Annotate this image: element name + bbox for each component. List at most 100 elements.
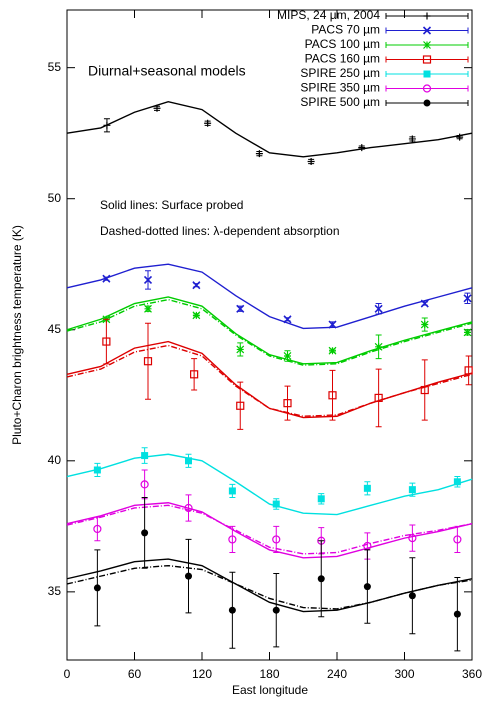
- marker: [422, 84, 432, 93]
- marker: [236, 345, 245, 354]
- model-line: [66, 504, 473, 555]
- marker: [453, 478, 461, 486]
- x-tick-label: 360: [462, 667, 482, 681]
- model-line: [66, 101, 473, 158]
- marker: [143, 357, 153, 366]
- marker: [374, 342, 383, 351]
- model-line: [66, 298, 473, 366]
- marker: [422, 26, 432, 35]
- marker: [190, 370, 199, 379]
- error-bar: [191, 358, 198, 391]
- legend-sample: [385, 56, 469, 63]
- marker: [423, 70, 431, 78]
- marker: [358, 144, 366, 152]
- marker: [423, 12, 431, 20]
- legend-label: SPIRE 500 µm: [300, 95, 380, 109]
- marker: [272, 606, 280, 614]
- marker: [185, 457, 192, 465]
- marker: [283, 399, 292, 408]
- y-tick-label: 35: [48, 584, 62, 598]
- error-bar: [94, 516, 101, 542]
- marker: [103, 121, 111, 129]
- marker: [420, 385, 429, 395]
- error-bar: [454, 525, 461, 554]
- marker: [185, 572, 192, 580]
- annotation: Dashed-dotted lines: λ-dependent absorpt…: [100, 224, 340, 238]
- marker: [317, 495, 325, 503]
- error-bar: [284, 385, 291, 421]
- x-tick-label: 0: [64, 667, 71, 681]
- error-bar: [409, 524, 416, 552]
- marker: [423, 99, 431, 107]
- marker: [317, 575, 325, 583]
- marker: [408, 135, 416, 143]
- marker: [93, 466, 101, 474]
- marker: [93, 584, 101, 592]
- marker: [236, 401, 245, 410]
- error-bar: [103, 318, 110, 365]
- marker: [464, 366, 473, 375]
- annotation: Diurnal+seasonal models: [88, 63, 246, 79]
- legend-label: SPIRE 350 µm: [300, 81, 380, 95]
- marker: [408, 534, 417, 543]
- marker: [463, 328, 472, 337]
- y-tick-label: 55: [48, 60, 62, 74]
- marker: [140, 480, 149, 489]
- legend-label: PACS 160 µm: [305, 52, 380, 66]
- model-line: [66, 564, 473, 610]
- marker: [408, 592, 416, 600]
- x-tick-label: 60: [128, 667, 142, 681]
- marker: [255, 150, 263, 158]
- marker: [408, 486, 416, 494]
- marker: [453, 610, 461, 618]
- annotation: Solid lines: Surface probed: [100, 198, 243, 212]
- legend-label: MIPS, 24 µm, 2004: [277, 8, 380, 22]
- error-bar: [237, 381, 244, 430]
- marker: [456, 133, 464, 141]
- marker: [144, 304, 152, 313]
- legend-label: PACS 100 µm: [305, 37, 380, 51]
- marker: [236, 304, 245, 313]
- plot-frame: [66, 9, 473, 661]
- error-bar: [229, 525, 236, 554]
- marker: [204, 119, 212, 127]
- marker: [272, 500, 280, 508]
- error-bar: [329, 369, 336, 421]
- error-bar: [145, 322, 151, 400]
- y-tick-label: 45: [48, 322, 62, 336]
- model-line: [66, 453, 473, 516]
- marker: [283, 315, 292, 324]
- marker: [93, 524, 102, 534]
- error-bar: [375, 368, 382, 428]
- marker: [102, 274, 111, 283]
- marker: [228, 606, 236, 614]
- model-line: [66, 340, 473, 419]
- marker: [374, 304, 383, 313]
- marker: [463, 294, 472, 303]
- x-tick-label: 120: [192, 667, 212, 681]
- legend-label: SPIRE 250 µm: [300, 66, 380, 80]
- marker: [228, 535, 237, 544]
- marker: [328, 391, 337, 400]
- marker: [283, 352, 292, 360]
- marker: [453, 535, 462, 544]
- model-line: [66, 502, 473, 559]
- marker: [363, 583, 371, 591]
- y-tick-label: 40: [48, 453, 62, 467]
- marker: [184, 503, 193, 513]
- marker: [422, 55, 432, 64]
- marker: [143, 275, 153, 285]
- marker: [423, 41, 431, 49]
- y-axis-label: Pluto+Charon brightness temperature (K): [10, 225, 24, 445]
- error-bar: [141, 469, 148, 500]
- x-tick-label: 180: [259, 667, 279, 681]
- marker: [374, 393, 383, 403]
- model-line: [66, 296, 473, 365]
- marker: [363, 484, 371, 492]
- x-axis-label: East longitude: [232, 683, 308, 697]
- error-bar: [185, 494, 192, 522]
- marker: [228, 487, 236, 495]
- marker: [328, 346, 337, 355]
- model-line: [66, 344, 473, 417]
